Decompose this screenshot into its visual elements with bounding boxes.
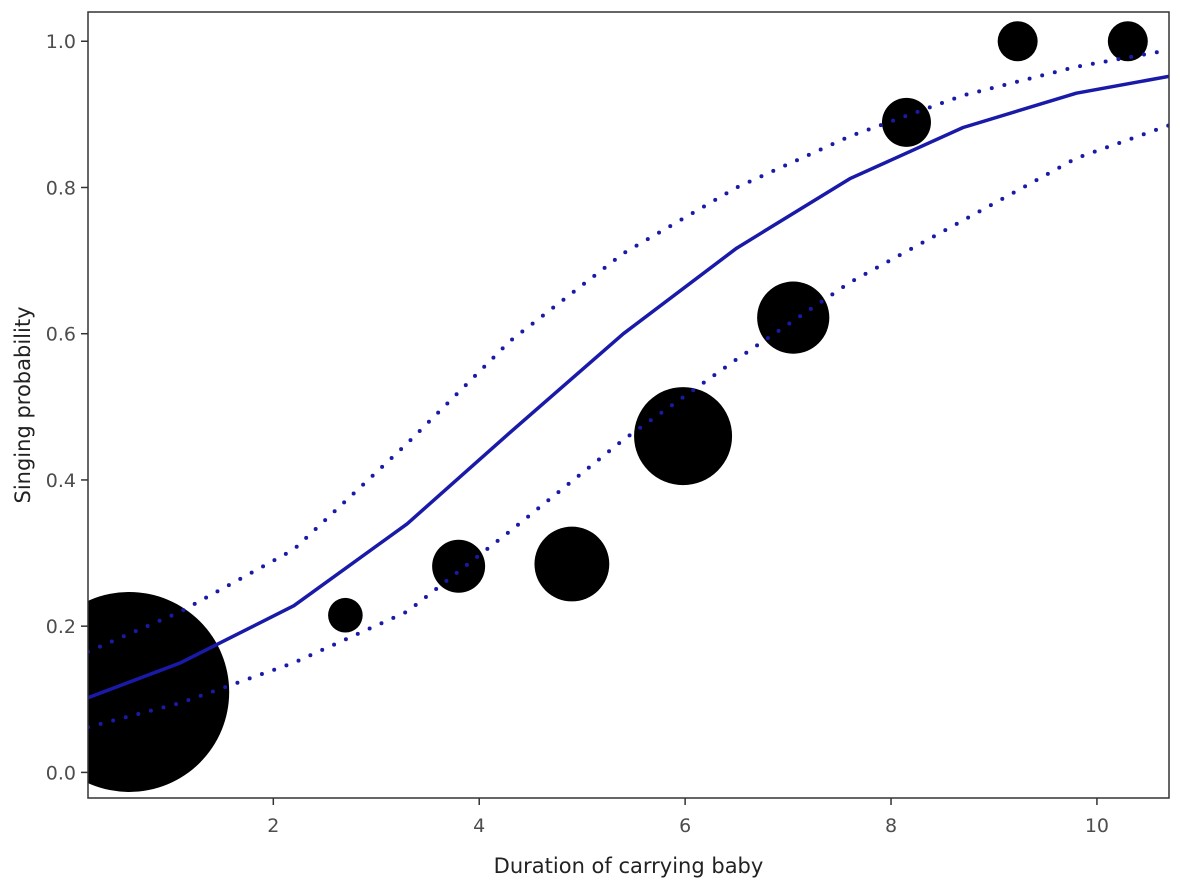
y-tick-label-2: 0.4 (46, 470, 76, 492)
y-tick-label-5: 1.0 (46, 31, 76, 53)
data-point-8 (997, 21, 1038, 62)
y-tick-label-4: 0.8 (46, 177, 76, 199)
data-point-4 (534, 526, 610, 602)
plot-frame (87, 11, 1170, 799)
data-point-1 (88, 592, 230, 792)
y-tick-label-3: 0.6 (46, 324, 76, 346)
ci-lower-line (88, 123, 1169, 730)
data-point-6 (757, 281, 830, 354)
data-point-7 (881, 97, 931, 147)
y-tick-label-1: 0.2 (46, 616, 76, 638)
y-axis-title: Singing probability (11, 307, 35, 504)
x-tick-label-2: 2 (267, 815, 279, 837)
x-tick-label-6: 6 (679, 815, 691, 837)
plot-content (88, 21, 1169, 792)
y-tick-label-0: 0.0 (46, 762, 76, 784)
ci-upper-line (88, 48, 1169, 654)
data-point-2 (328, 597, 363, 633)
data-point-9 (1107, 21, 1148, 62)
y-axis: 0.0 0.2 0.4 0.6 0.8 1.0 (46, 31, 88, 784)
x-tick-label-8: 8 (885, 815, 897, 837)
x-tick-label-4: 4 (473, 815, 485, 837)
x-axis: 2 4 6 8 10 (267, 798, 1109, 837)
x-axis-title: Duration of carrying baby (494, 854, 764, 878)
data-point-3 (432, 539, 486, 593)
data-point-5 (634, 387, 733, 486)
fit-line (88, 74, 1169, 700)
x-tick-label-10: 10 (1085, 815, 1109, 837)
